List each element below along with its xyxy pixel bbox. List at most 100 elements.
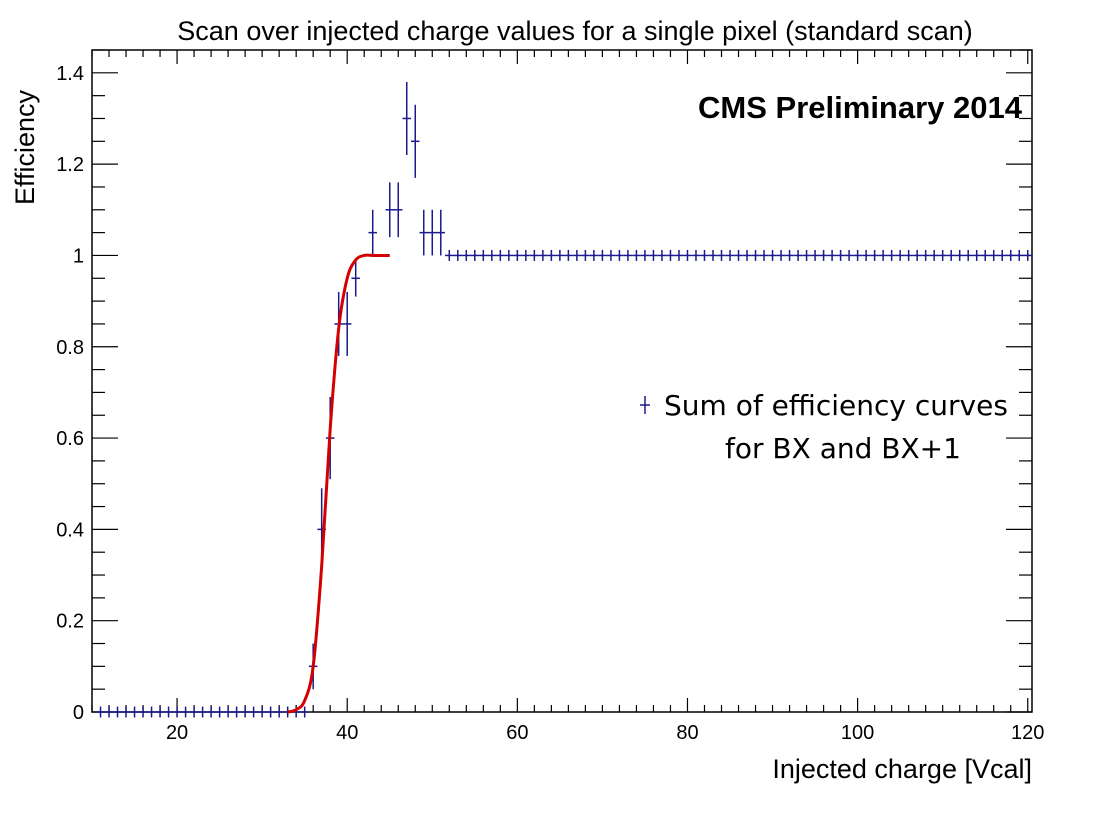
data-point: [104, 706, 114, 718]
data-point: [479, 249, 488, 261]
data-point: [844, 249, 854, 261]
data-point: [453, 249, 463, 261]
data-point: [385, 182, 394, 238]
data-point: [198, 706, 207, 718]
data-point: [564, 249, 573, 261]
legend-line-1: Sum of efficiency curves: [664, 389, 1008, 422]
data-point: [793, 249, 803, 261]
data-point: [138, 706, 148, 718]
data-point: [674, 249, 684, 261]
data-point: [717, 249, 726, 261]
data-point: [504, 249, 514, 261]
x-tick-label: 20: [166, 722, 188, 744]
data-point: [257, 706, 267, 718]
data-point: [470, 249, 480, 261]
data-point: [351, 260, 360, 297]
data-point: [215, 706, 224, 718]
data-point: [521, 249, 531, 261]
data-point: [640, 249, 650, 261]
y-tick-label: 0.6: [56, 428, 84, 450]
data-point: [649, 249, 658, 261]
data-point: [172, 706, 182, 718]
data-point: [955, 249, 964, 261]
plot-frame: [91, 49, 1033, 713]
data-point: [342, 291, 352, 356]
data-point: [266, 706, 275, 718]
data-point: [657, 249, 667, 261]
data-point: [164, 706, 173, 718]
data-point: [598, 249, 607, 261]
data-point: [972, 249, 981, 261]
data-point: [929, 249, 939, 261]
data-point: [572, 249, 582, 261]
data-point: [802, 249, 811, 261]
x-tick-label: 60: [506, 722, 528, 744]
data-point: [691, 249, 701, 261]
legend-line-2: for BX and BX+1: [725, 432, 961, 465]
data-point: [393, 182, 403, 238]
data-point: [411, 104, 420, 178]
data-point: [623, 249, 633, 261]
data-point: [895, 249, 905, 261]
data-point: [547, 249, 556, 261]
data-point: [912, 249, 922, 261]
y-tick-labels: 0 0.2 0.4 0.6 0.8 1 1.2 1.4: [56, 63, 84, 724]
data-point: [1023, 249, 1032, 261]
data-point: [938, 249, 947, 261]
data-point: [683, 249, 692, 261]
data-point: [878, 249, 888, 261]
data-point: [734, 249, 743, 261]
data-point: [445, 249, 454, 261]
data-point: [155, 706, 165, 718]
y-tick-label: 1.2: [56, 154, 84, 176]
data-point: [462, 249, 471, 261]
data-point: [581, 249, 590, 261]
data-point: [1014, 249, 1024, 261]
data-point: [530, 249, 539, 261]
data-points: [96, 81, 1032, 718]
data-point: [963, 249, 973, 261]
data-point: [538, 249, 548, 261]
data-point: [819, 249, 828, 261]
data-point: [836, 249, 845, 261]
data-point: [666, 249, 675, 261]
data-point: [861, 249, 871, 261]
data-point: [700, 249, 709, 261]
data-point: [96, 706, 105, 718]
data-point: [121, 706, 131, 718]
data-point: [1006, 249, 1015, 261]
data-point: [980, 249, 990, 261]
data-point: [402, 81, 412, 156]
data-point: [742, 249, 752, 261]
data-point: [428, 209, 437, 256]
y-axis-label: Efficiency: [10, 89, 40, 205]
data-point: [946, 249, 956, 261]
data-point: [853, 249, 862, 261]
data-point: [249, 706, 258, 718]
data-point: [181, 706, 190, 718]
data-point: [589, 249, 599, 261]
y-tick-label: 0.2: [56, 611, 84, 633]
data-point: [870, 249, 879, 261]
data-point: [776, 249, 786, 261]
axis-ticks: [91, 49, 1032, 713]
y-tick-label: 0: [73, 702, 84, 724]
data-point: [989, 249, 998, 261]
data-point: [419, 209, 429, 256]
legend-marker: [640, 396, 650, 414]
x-tick-label: 100: [841, 722, 874, 744]
data-point: [708, 249, 718, 261]
data-point: [240, 706, 250, 718]
data-point: [827, 249, 837, 261]
y-tick-label: 0.4: [56, 519, 84, 541]
data-point: [130, 706, 139, 718]
data-point: [921, 249, 930, 261]
data-point: [632, 249, 641, 261]
data-point: [113, 706, 122, 718]
data-point: [232, 706, 241, 718]
data-point: [759, 249, 769, 261]
data-point: [904, 249, 913, 261]
y-tick-label: 0.8: [56, 337, 84, 359]
data-point: [368, 209, 377, 256]
